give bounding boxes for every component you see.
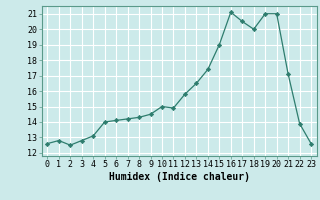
X-axis label: Humidex (Indice chaleur): Humidex (Indice chaleur): [109, 172, 250, 182]
